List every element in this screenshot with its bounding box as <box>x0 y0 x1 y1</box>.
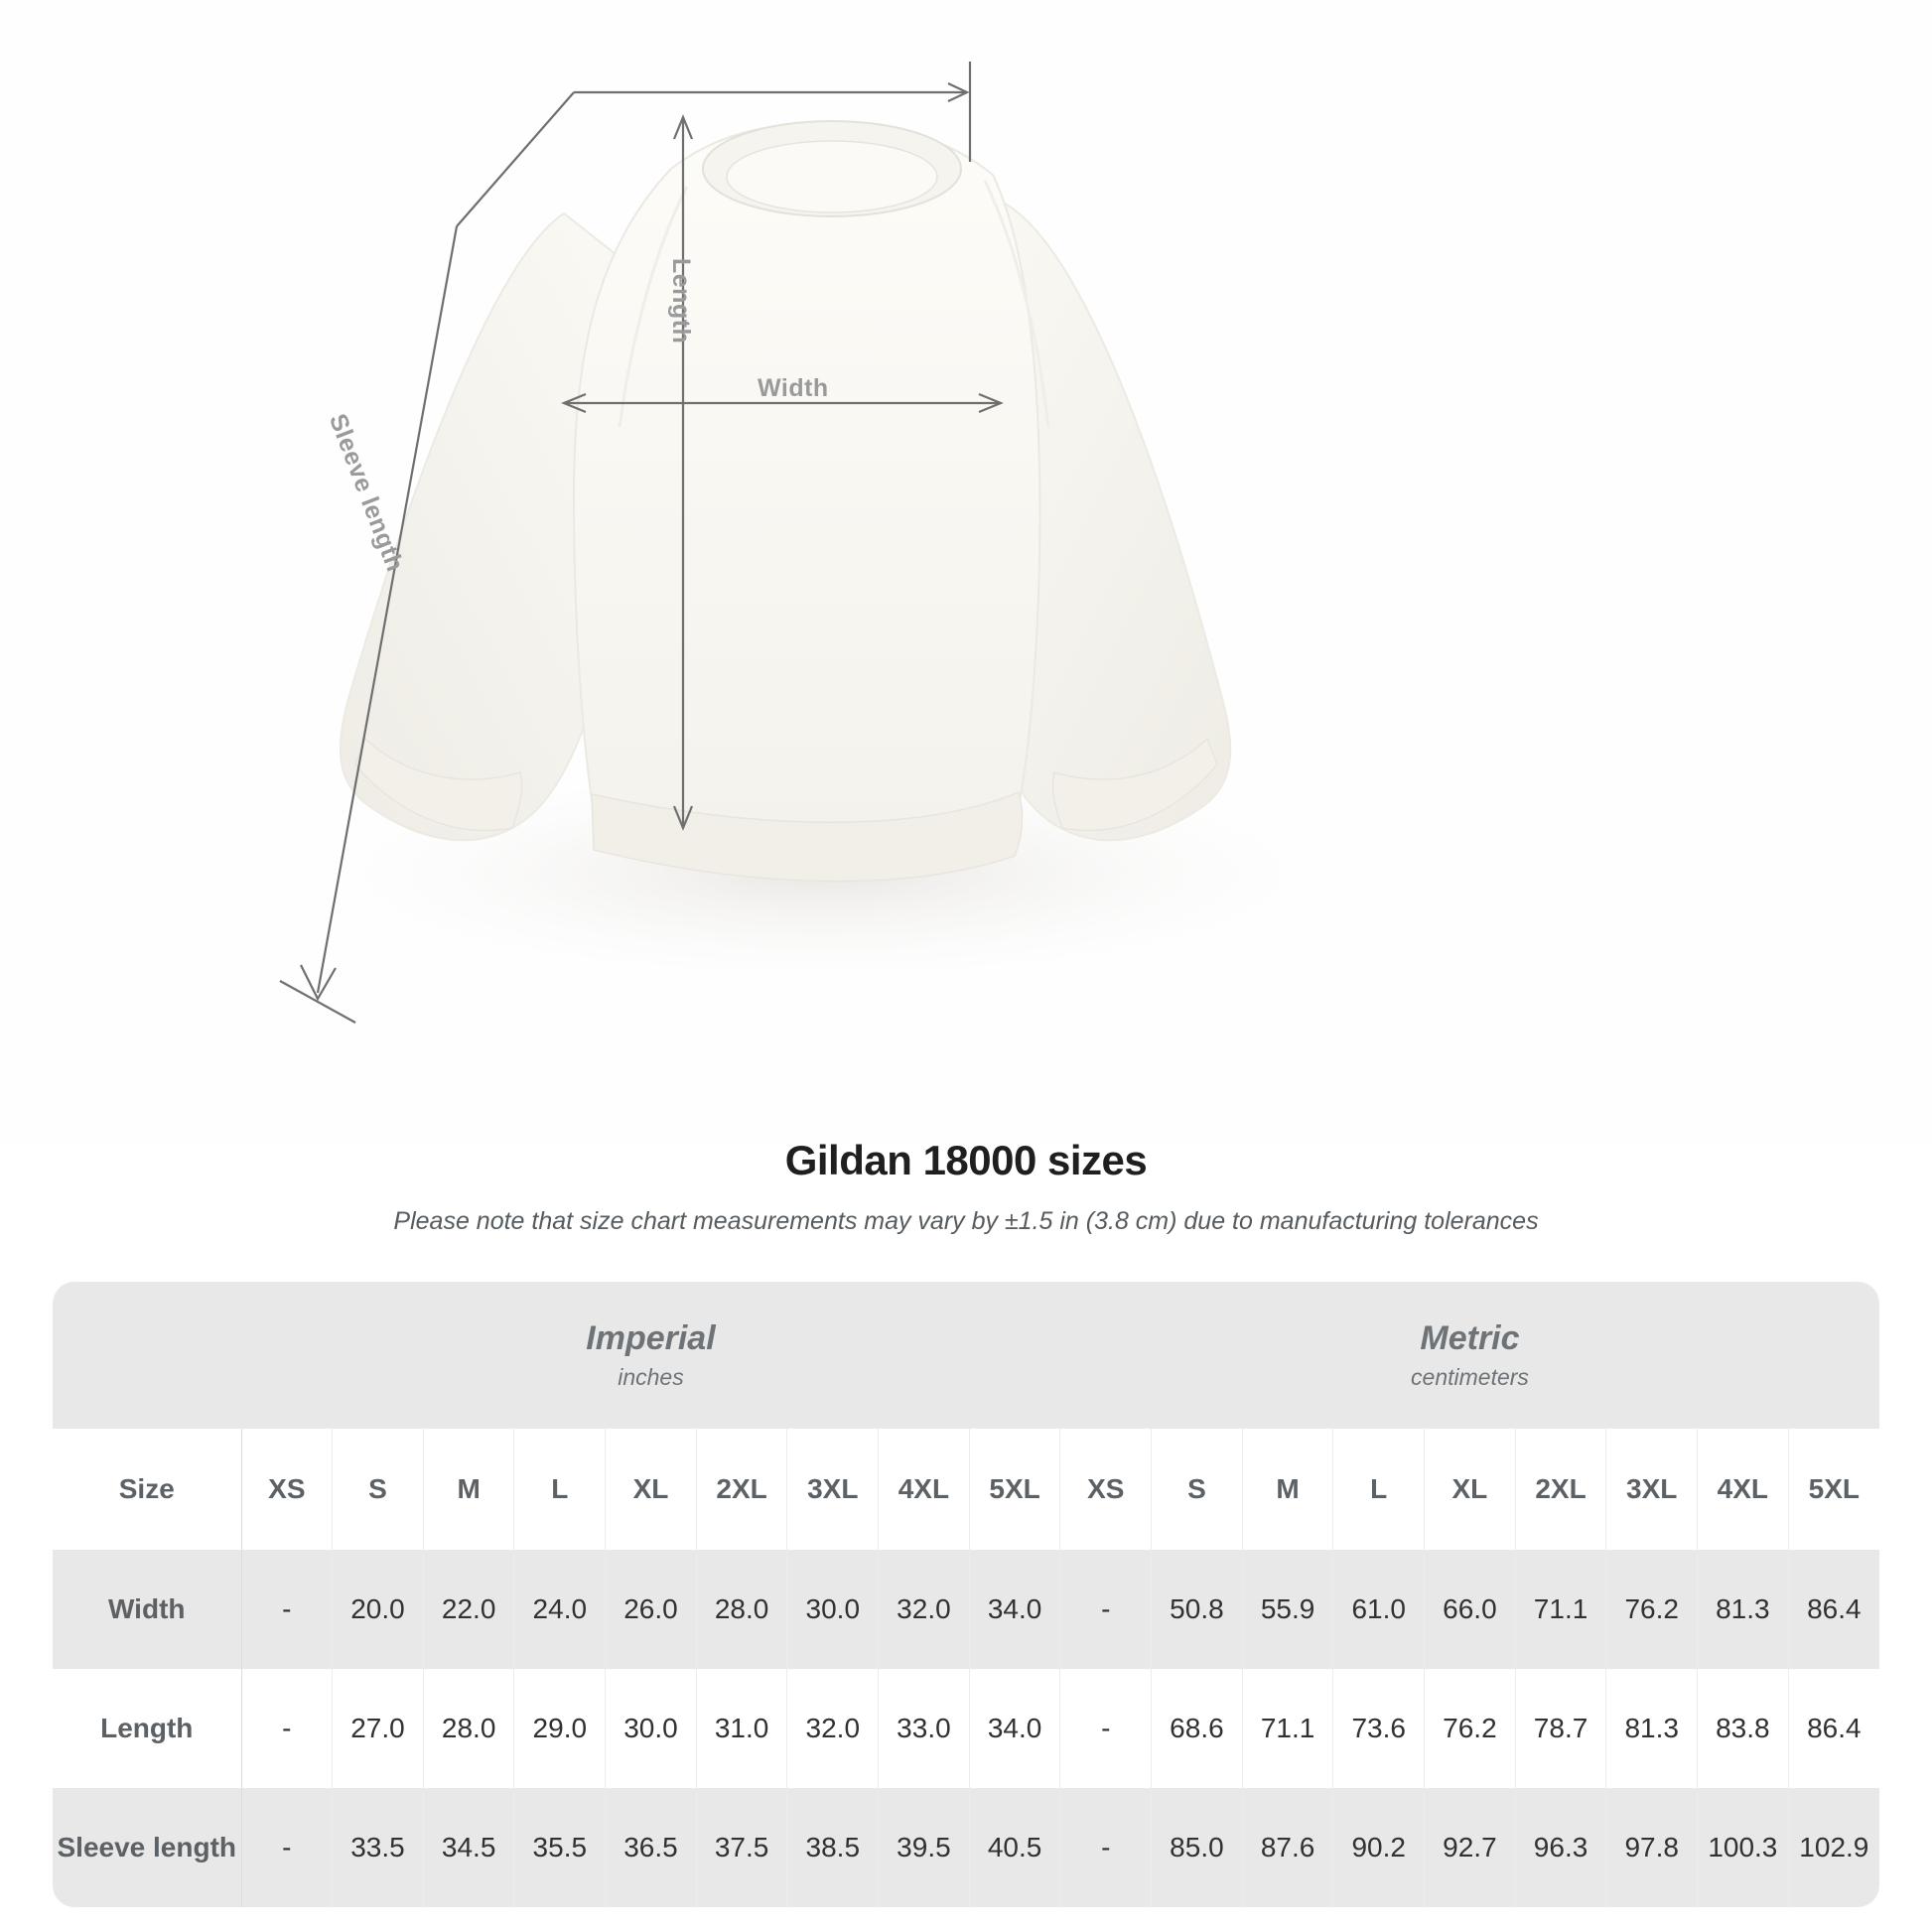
unit-header-spacer <box>53 1282 241 1429</box>
cell-width-metric-s: 50.8 <box>1151 1550 1243 1669</box>
cell-width-imperial-2xl: 28.0 <box>696 1550 788 1669</box>
cell-length-imperial-3xl: 32.0 <box>786 1669 880 1788</box>
size-header-imperial-m: M <box>423 1429 515 1550</box>
size-header-imperial-3xl: 3XL <box>786 1429 880 1550</box>
cell-sleeve-length-metric-m: 87.6 <box>1242 1788 1334 1907</box>
cell-length-imperial-l: 29.0 <box>513 1669 607 1788</box>
cell-length-imperial-xl: 30.0 <box>605 1669 697 1788</box>
table-row: Sleeve length -33.5 34.5 35.5 36.5 37.5 38.5 39… <box>53 1788 1879 1907</box>
cell-sleeve-length-metric-l: 90.2 <box>1332 1788 1426 1907</box>
cell-sleeve-length-imperial-4xl: 39.5 <box>878 1788 970 1907</box>
cell-width-imperial-4xl: 32.0 <box>878 1550 970 1669</box>
cell-sleeve-length-imperial-2xl: 37.5 <box>696 1788 788 1907</box>
product-image-region: Length Width Sleeve length <box>268 62 1380 1024</box>
cell-sleeve-length-imperial-s: 33.5 <box>332 1788 424 1907</box>
size-header-metric-m: M <box>1242 1429 1334 1550</box>
unit-group-name: Imperial <box>586 1318 716 1357</box>
length-measurement-label: Length <box>667 258 695 345</box>
size-chart-table-wrapper: Imperial inches Metric centimeters Size XS S M L… <box>53 1282 1879 1907</box>
cell-width-metric-xs: - <box>1059 1550 1153 1669</box>
row-label-length: Length <box>53 1669 242 1788</box>
cell-length-imperial-m: 28.0 <box>423 1669 515 1788</box>
cell-length-metric-s: 68.6 <box>1151 1669 1243 1788</box>
cell-width-imperial-3xl: 30.0 <box>786 1550 880 1669</box>
cell-width-imperial-5xl: 34.0 <box>969 1550 1061 1669</box>
cell-sleeve-length-metric-4xl: 100.3 <box>1697 1788 1789 1907</box>
size-header-metric-4xl: 4XL <box>1697 1429 1789 1550</box>
size-header-metric-xs: XS <box>1059 1429 1153 1550</box>
cell-length-imperial-5xl: 34.0 <box>969 1669 1061 1788</box>
cell-length-metric-2xl: 78.7 <box>1515 1669 1607 1788</box>
cell-width-metric-l: 61.0 <box>1332 1550 1426 1669</box>
row-label-width: Width <box>53 1550 242 1669</box>
cell-width-imperial-s: 20.0 <box>332 1550 424 1669</box>
cell-length-imperial-2xl: 31.0 <box>696 1669 788 1788</box>
unit-group-metric: Metric centimeters <box>1059 1282 1879 1429</box>
size-header-imperial-xs: XS <box>241 1429 334 1550</box>
cell-width-metric-4xl: 81.3 <box>1697 1550 1789 1669</box>
cell-sleeve-length-metric-xl: 92.7 <box>1424 1788 1516 1907</box>
size-header-imperial-4xl: 4XL <box>878 1429 970 1550</box>
sweatshirt-illustration <box>268 120 1380 993</box>
size-header-imperial-l: L <box>513 1429 607 1550</box>
cell-sleeve-length-metric-xs: - <box>1059 1788 1153 1907</box>
cell-sleeve-length-metric-5xl: 102.9 <box>1788 1788 1879 1907</box>
cell-length-imperial-xs: - <box>241 1669 334 1788</box>
cell-length-metric-5xl: 86.4 <box>1788 1669 1879 1788</box>
unit-group-subtitle: inches <box>618 1364 684 1391</box>
cell-length-metric-3xl: 81.3 <box>1605 1669 1699 1788</box>
cell-sleeve-length-imperial-m: 34.5 <box>423 1788 515 1907</box>
cell-sleeve-length-metric-2xl: 96.3 <box>1515 1788 1607 1907</box>
size-header-metric-2xl: 2XL <box>1515 1429 1607 1550</box>
unit-header-row: Imperial inches Metric centimeters <box>53 1282 1879 1429</box>
row-label-sleeve-length: Sleeve length <box>53 1788 242 1907</box>
size-chart-table: Imperial inches Metric centimeters Size XS S M L… <box>53 1282 1879 1907</box>
size-header-imperial-5xl: 5XL <box>969 1429 1061 1550</box>
cell-length-imperial-4xl: 33.0 <box>878 1669 970 1788</box>
size-header-imperial-xl: XL <box>605 1429 697 1550</box>
width-measurement-label: Width <box>758 374 829 402</box>
cell-length-metric-xs: - <box>1059 1669 1153 1788</box>
cell-length-metric-l: 73.6 <box>1332 1669 1426 1788</box>
size-header-metric-5xl: 5XL <box>1788 1429 1879 1550</box>
cell-width-imperial-m: 22.0 <box>423 1550 515 1669</box>
cell-width-metric-m: 55.9 <box>1242 1550 1334 1669</box>
cell-sleeve-length-imperial-xl: 36.5 <box>605 1788 697 1907</box>
cell-width-imperial-xs: - <box>241 1550 334 1669</box>
cell-width-imperial-xl: 26.0 <box>605 1550 697 1669</box>
chart-title-block: Gildan 18000 sizes Please note that size… <box>0 1137 1932 1236</box>
cell-sleeve-length-imperial-xs: - <box>241 1788 334 1907</box>
cell-width-metric-2xl: 71.1 <box>1515 1550 1607 1669</box>
size-header-metric-s: S <box>1151 1429 1243 1550</box>
size-header-metric-l: L <box>1332 1429 1426 1550</box>
cell-length-imperial-s: 27.0 <box>332 1669 424 1788</box>
size-header-row: Size XS S M L XL 2XL 3XL 4XL 5XL XS S M L XL 2XL 3XL 4XL 5… <box>53 1429 1879 1550</box>
size-header-imperial-s: S <box>332 1429 424 1550</box>
cell-length-metric-xl: 76.2 <box>1424 1669 1516 1788</box>
page-title: Gildan 18000 sizes <box>784 1137 1148 1183</box>
cell-sleeve-length-imperial-l: 35.5 <box>513 1788 607 1907</box>
cell-sleeve-length-metric-s: 85.0 <box>1151 1788 1243 1907</box>
table-row: Width -20.0 22.0 24.0 26.0 28.0 30.0 32.0 34.0-5… <box>53 1550 1879 1669</box>
cell-sleeve-length-imperial-5xl: 40.5 <box>969 1788 1061 1907</box>
cell-width-metric-xl: 66.0 <box>1424 1550 1516 1669</box>
cell-width-metric-3xl: 76.2 <box>1605 1550 1699 1669</box>
cell-sleeve-length-imperial-3xl: 38.5 <box>786 1788 880 1907</box>
table-row: Length -27.0 28.0 29.0 30.0 31.0 32.0 33.0 34.0-… <box>53 1669 1879 1788</box>
cell-length-metric-m: 71.1 <box>1242 1669 1334 1788</box>
cell-sleeve-length-metric-3xl: 97.8 <box>1605 1788 1699 1907</box>
cell-width-metric-5xl: 86.4 <box>1788 1550 1879 1669</box>
size-header-imperial-2xl: 2XL <box>696 1429 788 1550</box>
cell-length-metric-4xl: 83.8 <box>1697 1669 1789 1788</box>
size-header-label: Size <box>53 1429 242 1550</box>
cell-width-imperial-l: 24.0 <box>513 1550 607 1669</box>
unit-group-imperial: Imperial inches <box>241 1282 1060 1429</box>
unit-group-subtitle: centimeters <box>1411 1364 1529 1391</box>
size-header-metric-3xl: 3XL <box>1605 1429 1699 1550</box>
unit-group-name: Metric <box>1420 1318 1520 1357</box>
size-header-metric-xl: XL <box>1424 1429 1516 1550</box>
tolerance-note: Please note that size chart measurements… <box>393 1207 1539 1235</box>
